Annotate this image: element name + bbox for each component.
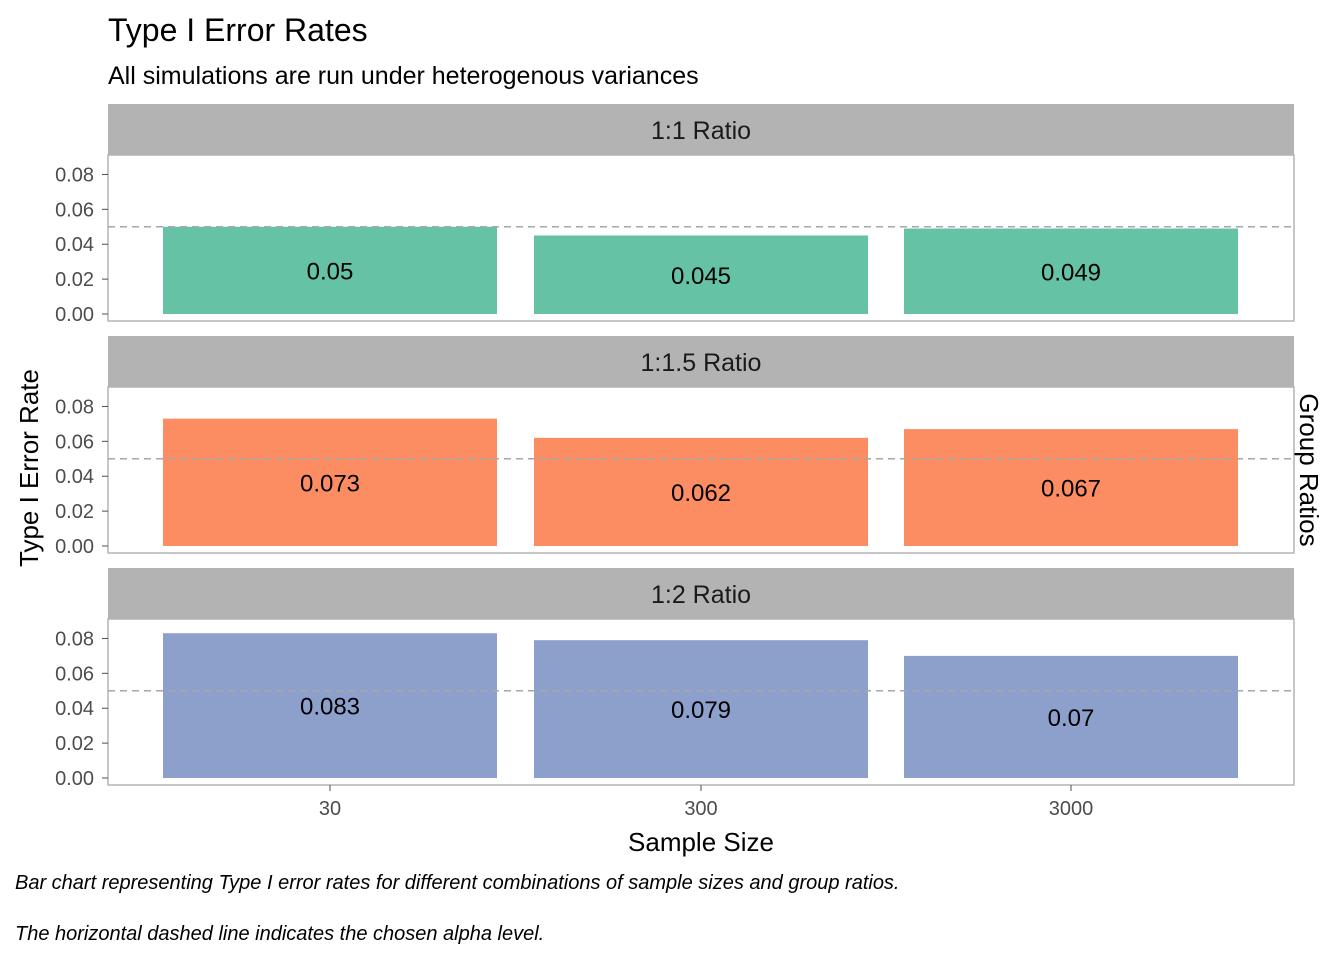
- bar: [904, 655, 1238, 778]
- y-tick-label: 0.06: [55, 199, 94, 221]
- caption-line-1: Bar chart representing Type I error rate…: [15, 872, 900, 894]
- y-tick-label: 0.08: [55, 628, 94, 650]
- y-tick-label: 0.08: [55, 396, 94, 418]
- y-tick-label: 0.00: [55, 768, 94, 790]
- y-tick-label: 0.04: [55, 698, 94, 720]
- chart-subtitle: All simulations are run under heterogeno…: [108, 62, 699, 90]
- x-tick-label: 30: [319, 798, 341, 820]
- y-tick-label: 0.02: [55, 269, 94, 291]
- facet-strip: [108, 568, 1294, 619]
- facet-strip: [108, 336, 1294, 387]
- facet-panel: 1:1.5 Ratio 0.00 0.02 0.04 0.06 0.08 0.073 0.06…: [55, 336, 1295, 558]
- facet-panels: 1:1 Ratio 0.00 0.02 0.04 0.06 0.08 0.05 0.045 0.…: [55, 104, 1295, 790]
- bar: [904, 429, 1238, 546]
- y-tick-label: 0.02: [55, 733, 94, 755]
- facet-strip-label: 1:1.5 Ratio: [641, 349, 762, 377]
- facet-panel: 1:1 Ratio 0.00 0.02 0.04 0.06 0.08 0.05 0.045 0.…: [55, 104, 1295, 326]
- bar-value-label: 0.083: [300, 694, 360, 721]
- bar: [163, 418, 497, 546]
- bar-value-label: 0.079: [671, 697, 731, 724]
- x-axis-title: Sample Size: [628, 827, 774, 857]
- bar-value-label: 0.067: [1041, 476, 1101, 503]
- bar-value-label: 0.05: [307, 258, 354, 285]
- bar-value-label: 0.049: [1041, 259, 1101, 286]
- panel-border: [107, 154, 1295, 322]
- facet-panel: 1:2 Ratio 0.00 0.02 0.04 0.06 0.08 0.083 0.079 0…: [55, 568, 1295, 790]
- bar-value-label: 0.062: [671, 480, 731, 507]
- x-tick-label: 300: [684, 798, 717, 820]
- y-tick-label: 0.06: [55, 431, 94, 453]
- bar-value-label: 0.073: [300, 470, 360, 497]
- facet-strip-label: 1:1 Ratio: [651, 117, 751, 145]
- bar: [534, 235, 868, 314]
- bar: [534, 437, 868, 546]
- bar: [904, 228, 1238, 314]
- y-tick-label: 0.08: [55, 164, 94, 186]
- y-tick-label: 0.04: [55, 234, 94, 256]
- facet-strip: [108, 104, 1294, 155]
- y-tick-label: 0.02: [55, 501, 94, 523]
- y-axis-title: Type I Error Rate: [14, 369, 44, 567]
- bar: [163, 226, 497, 314]
- y-tick-label: 0.00: [55, 536, 94, 558]
- chart-title: Type I Error Rates: [108, 12, 368, 48]
- x-tick-label: 3000: [1049, 798, 1094, 820]
- panel-border: [107, 386, 1295, 554]
- caption-line-2: The horizontal dashed line indicates the…: [15, 923, 544, 945]
- bar: [163, 633, 497, 778]
- y-tick-label: 0.06: [55, 663, 94, 685]
- bar: [534, 640, 868, 778]
- facet-axis-title: Group Ratios: [1294, 393, 1324, 546]
- bar-value-label: 0.045: [671, 263, 731, 290]
- bar-value-label: 0.07: [1048, 705, 1095, 732]
- y-tick-label: 0.00: [55, 304, 94, 326]
- x-axis-ticks: 30 300 3000: [319, 785, 1093, 820]
- y-tick-label: 0.04: [55, 466, 94, 488]
- facet-strip-label: 1:2 Ratio: [651, 581, 751, 609]
